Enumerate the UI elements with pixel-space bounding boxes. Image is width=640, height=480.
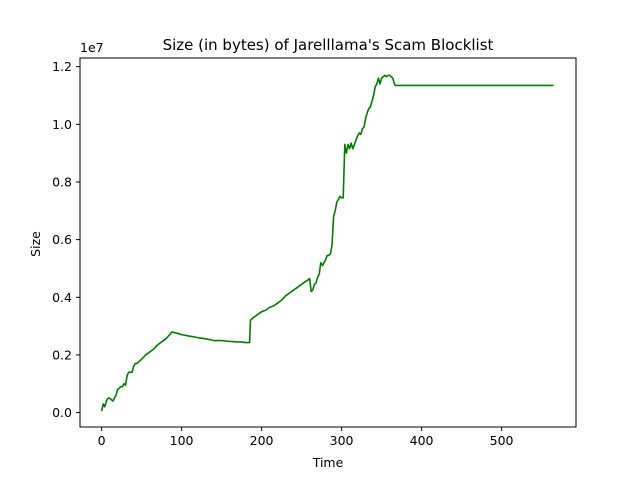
x-tick-label: 100 [170,433,194,448]
y-offset-label: 1e7 [80,40,104,55]
y-tick-label: 0.2 [52,347,72,362]
axes-layer: 0 100 200 300 400 500 0.0 0.2 0.4 0.6 0.8 1.0 1.2 [52,57,577,448]
y-tick-label: 1.0 [52,117,72,132]
series-line-0 [100,74,554,412]
series-layer [100,74,554,412]
x-tick-label: 400 [410,433,434,448]
x-tick-label: 500 [490,433,514,448]
y-tick-label: 1.2 [52,59,72,74]
y-axis-label: Size [28,231,43,257]
plot-frame [79,57,577,428]
y-tick-label: 0.0 [52,405,72,420]
x-tick-label: 0 [98,433,106,448]
x-tick-label: 200 [250,433,274,448]
y-tick-label: 0.4 [52,290,72,305]
chart-title: Size (in bytes) of Jarelllama's Scam Blo… [163,36,494,54]
y-tick-label: 0.8 [52,174,72,189]
x-tick-label: 300 [330,433,354,448]
y-tick-label: 0.6 [52,232,72,247]
x-axis-label: Time [312,455,344,470]
